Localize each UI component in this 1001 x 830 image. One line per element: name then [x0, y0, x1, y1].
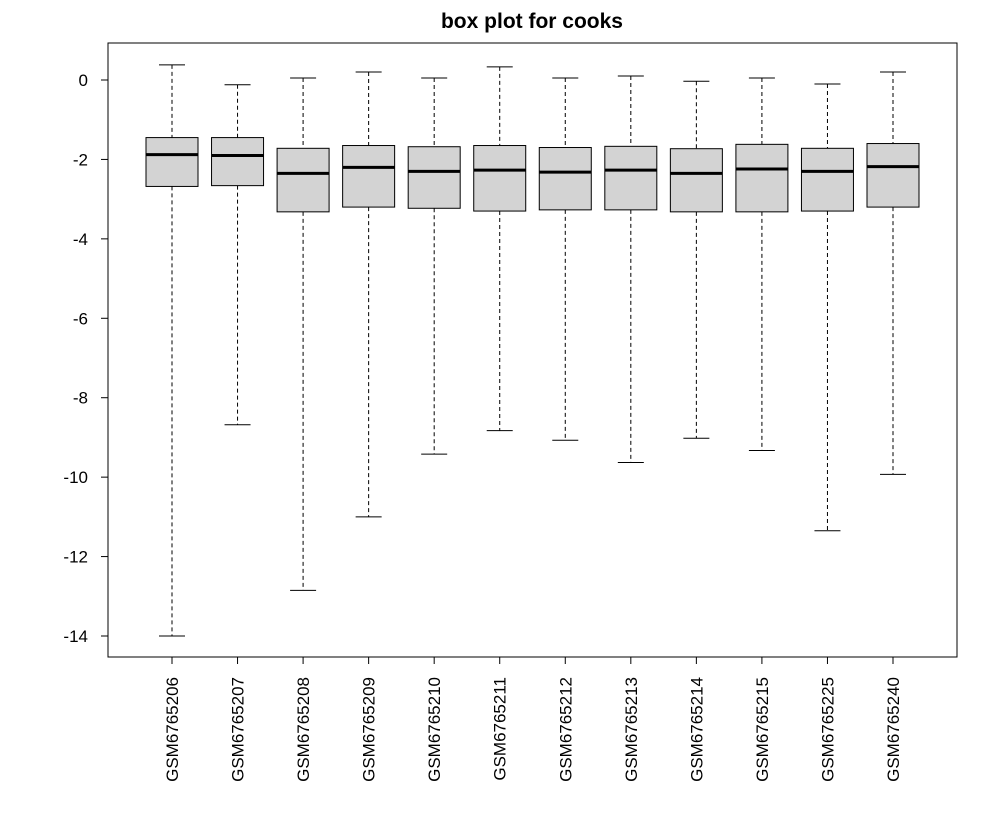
iqr-box — [735, 143, 789, 213]
y-tick-label: -12 — [63, 548, 88, 567]
x-tick-label: GSM6765206 — [163, 677, 182, 782]
iqr-box — [473, 145, 527, 212]
box-GSM6765215 — [735, 77, 789, 452]
iqr-box — [866, 143, 920, 208]
y-tick-label: -2 — [73, 150, 88, 169]
iqr-box — [604, 145, 658, 211]
box-GSM6765213 — [604, 75, 658, 463]
box-GSM6765240 — [866, 71, 920, 475]
box-GSM6765208 — [276, 77, 330, 591]
plot-frame — [107, 42, 958, 658]
box-GSM6765210 — [407, 77, 461, 455]
x-tick-label: GSM6765240 — [884, 677, 903, 782]
box-GSM6765209 — [342, 71, 396, 518]
x-tick-label: GSM6765212 — [556, 677, 575, 782]
x-tick-label: GSM6765211 — [491, 677, 510, 781]
iqr-box — [669, 148, 723, 213]
x-tick-label: GSM6765225 — [818, 677, 837, 782]
x-tick-label: GSM6765214 — [687, 677, 706, 782]
x-tick-label: GSM6765213 — [622, 677, 641, 782]
boxes-group — [145, 64, 920, 637]
y-tick-label: 0 — [79, 71, 88, 90]
y-axis: 0 -2 -4 -6 -8 -10 -12 -14 — [63, 71, 109, 646]
box-GSM6765206 — [145, 64, 199, 637]
iqr-box — [276, 147, 330, 213]
iqr-box — [800, 147, 854, 212]
iqr-box — [407, 146, 461, 209]
box-GSM6765212 — [538, 77, 592, 441]
x-tick-label: GSM6765207 — [229, 677, 248, 782]
iqr-box — [211, 137, 265, 187]
y-tick-label: -14 — [63, 627, 88, 646]
y-tick-label: -4 — [73, 230, 88, 249]
box-GSM6765207 — [211, 84, 265, 426]
x-tick-label: GSM6765215 — [753, 677, 772, 782]
x-tick-label: GSM6765210 — [425, 677, 444, 782]
x-tick-label: GSM6765208 — [294, 677, 313, 782]
box-GSM6765211 — [473, 66, 527, 432]
y-tick-label: -8 — [73, 389, 88, 408]
box-GSM6765225 — [800, 83, 854, 532]
y-tick-label: -10 — [63, 468, 88, 487]
iqr-box — [145, 137, 199, 187]
iqr-box — [342, 145, 396, 208]
iqr-box — [538, 147, 592, 211]
box-GSM6765214 — [669, 80, 723, 439]
chart-title: box plot for cooks — [440, 10, 623, 33]
y-tick-label: -6 — [73, 309, 88, 328]
x-tick-label: GSM6765209 — [360, 677, 379, 782]
x-axis: GSM6765206 GSM6765207 GSM6765208 GSM6765209… — [163, 656, 903, 782]
